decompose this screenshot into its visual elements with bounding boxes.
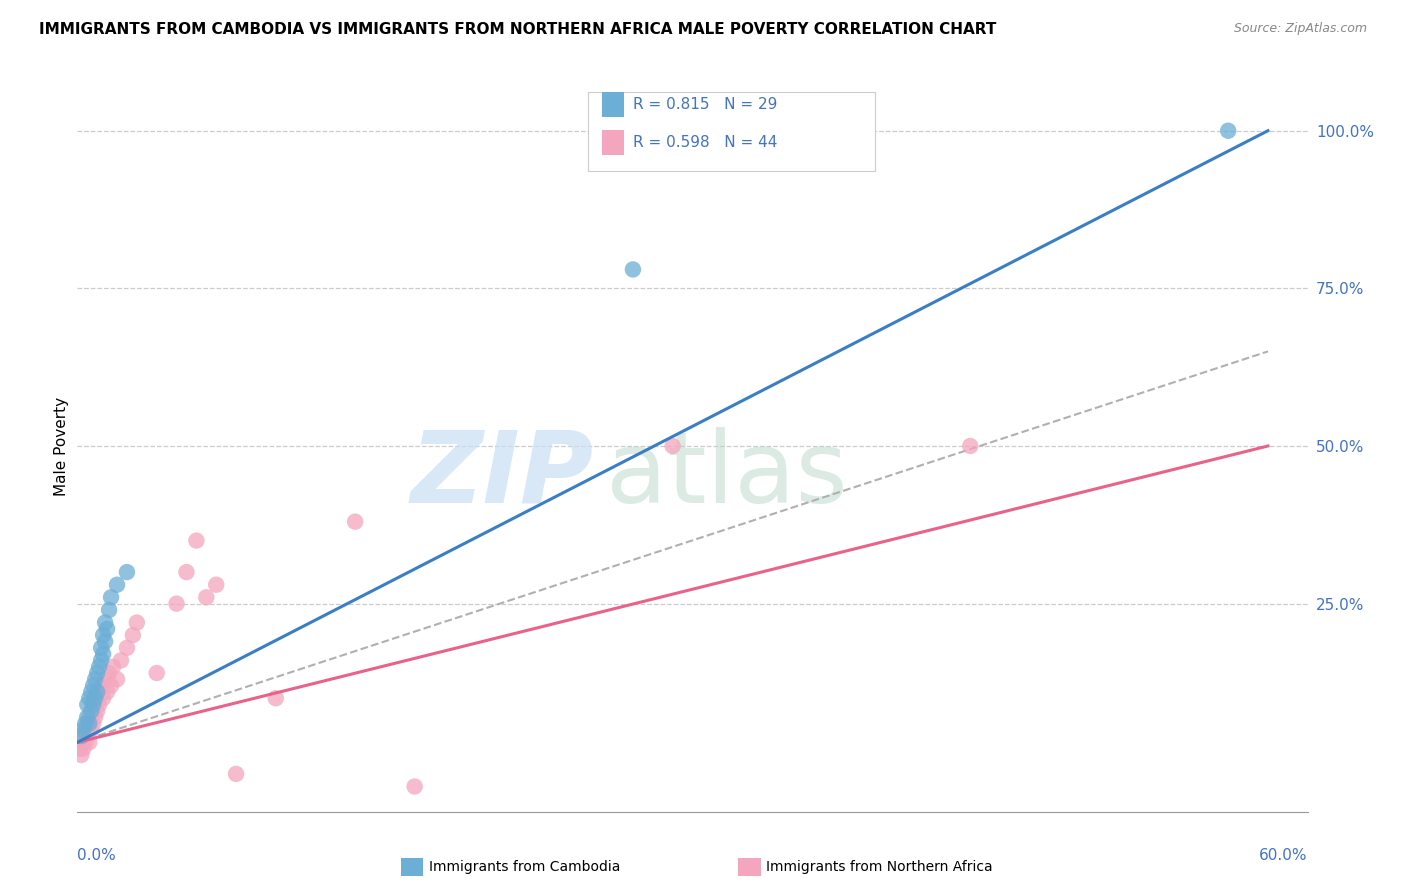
Point (115, 640, 138, 655)
Text: atlas: atlas (606, 426, 848, 524)
Point (959, 439, 981, 453)
Point (96, 622, 118, 636)
Point (76, 716, 98, 731)
Point (90, 640, 112, 655)
Point (70, 729, 93, 743)
Point (80, 685, 103, 699)
Point (76, 698, 98, 712)
Point (1218, 124, 1240, 138)
Point (166, 597, 188, 611)
Point (77, 691, 100, 706)
Point (101, 659, 124, 673)
Point (105, 673, 128, 687)
Point (72, 729, 94, 743)
Point (91, 691, 114, 706)
Point (72, 741, 94, 756)
Text: Immigrants from Cambodia: Immigrants from Cambodia (429, 860, 620, 874)
Point (77, 716, 100, 731)
Point (86, 704, 108, 718)
Text: R = 0.598   N = 44: R = 0.598 N = 44 (633, 136, 778, 150)
Point (82, 679, 104, 693)
Point (76, 710, 98, 724)
Point (75, 723, 97, 737)
Point (115, 565, 138, 579)
Text: R = 0.815   N = 29: R = 0.815 N = 29 (633, 97, 778, 112)
Text: IMMIGRANTS FROM CAMBODIA VS IMMIGRANTS FROM NORTHERN AFRICA MALE POVERTY CORRELA: IMMIGRANTS FROM CAMBODIA VS IMMIGRANTS F… (39, 22, 997, 37)
Point (100, 679, 122, 693)
Point (86, 685, 108, 699)
Point (80, 704, 103, 718)
Point (77, 735, 100, 749)
Point (621, 262, 644, 277)
Point (82, 716, 104, 731)
Point (98, 603, 121, 617)
Text: 60.0%: 60.0% (1260, 848, 1308, 863)
Point (89, 659, 111, 673)
Point (90, 653, 112, 667)
Point (76, 729, 98, 743)
Point (72, 723, 94, 737)
Point (98, 665, 121, 680)
Point (94, 615, 117, 630)
Point (100, 591, 122, 605)
Point (145, 665, 167, 680)
Point (84, 710, 107, 724)
Point (82, 698, 104, 712)
Point (176, 565, 198, 579)
Point (67, 741, 90, 756)
Point (225, 767, 247, 781)
Point (91, 628, 114, 642)
Point (205, 578, 228, 592)
Point (264, 691, 287, 706)
Point (186, 533, 208, 548)
Point (404, 780, 426, 794)
Text: 0.0%: 0.0% (77, 848, 117, 863)
Point (75, 735, 97, 749)
Point (86, 685, 108, 699)
Point (80, 723, 103, 737)
Point (661, 439, 683, 453)
Point (70, 747, 93, 762)
Point (70, 735, 93, 749)
Point (122, 628, 145, 642)
Point (84, 691, 107, 706)
Point (96, 685, 118, 699)
Point (94, 634, 117, 648)
Point (84, 673, 107, 687)
Point (94, 673, 117, 687)
Point (89, 698, 111, 712)
Point (110, 653, 132, 667)
Point (86, 665, 108, 680)
Y-axis label: Male Poverty: Male Poverty (53, 396, 69, 496)
Point (75, 716, 97, 731)
Point (125, 615, 148, 630)
Point (77, 710, 100, 724)
Text: Source: ZipAtlas.com: Source: ZipAtlas.com (1233, 22, 1367, 36)
Point (91, 647, 114, 661)
Text: Immigrants from Northern Africa: Immigrants from Northern Africa (766, 860, 993, 874)
Point (90, 679, 112, 693)
Point (195, 591, 218, 605)
Point (80, 704, 103, 718)
Point (82, 698, 104, 712)
Point (84, 691, 107, 706)
Point (344, 515, 367, 529)
Point (105, 578, 128, 592)
Text: ZIP: ZIP (411, 426, 595, 524)
